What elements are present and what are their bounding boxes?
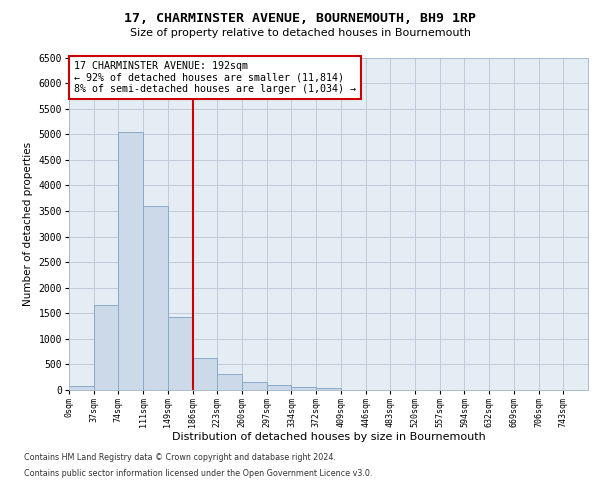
Bar: [94, 304, 118, 390]
Bar: [267, 384, 292, 390]
Bar: [118, 132, 143, 390]
Bar: [69, 386, 94, 390]
Bar: [217, 374, 242, 390]
X-axis label: Distribution of detached houses by size in Bournemouth: Distribution of detached houses by size …: [172, 432, 485, 442]
Text: Contains public sector information licensed under the Open Government Licence v3: Contains public sector information licen…: [24, 468, 373, 477]
Bar: [168, 318, 193, 390]
Bar: [316, 388, 341, 390]
Bar: [242, 382, 267, 390]
Text: Size of property relative to detached houses in Bournemouth: Size of property relative to detached ho…: [130, 28, 470, 38]
Y-axis label: Number of detached properties: Number of detached properties: [23, 142, 33, 306]
Text: 17, CHARMINSTER AVENUE, BOURNEMOUTH, BH9 1RP: 17, CHARMINSTER AVENUE, BOURNEMOUTH, BH9…: [124, 12, 476, 26]
Bar: [193, 358, 217, 390]
Bar: [143, 206, 168, 390]
Text: Contains HM Land Registry data © Crown copyright and database right 2024.: Contains HM Land Registry data © Crown c…: [24, 454, 336, 462]
Text: 17 CHARMINSTER AVENUE: 192sqm
← 92% of detached houses are smaller (11,814)
8% o: 17 CHARMINSTER AVENUE: 192sqm ← 92% of d…: [74, 61, 356, 94]
Bar: [292, 388, 316, 390]
